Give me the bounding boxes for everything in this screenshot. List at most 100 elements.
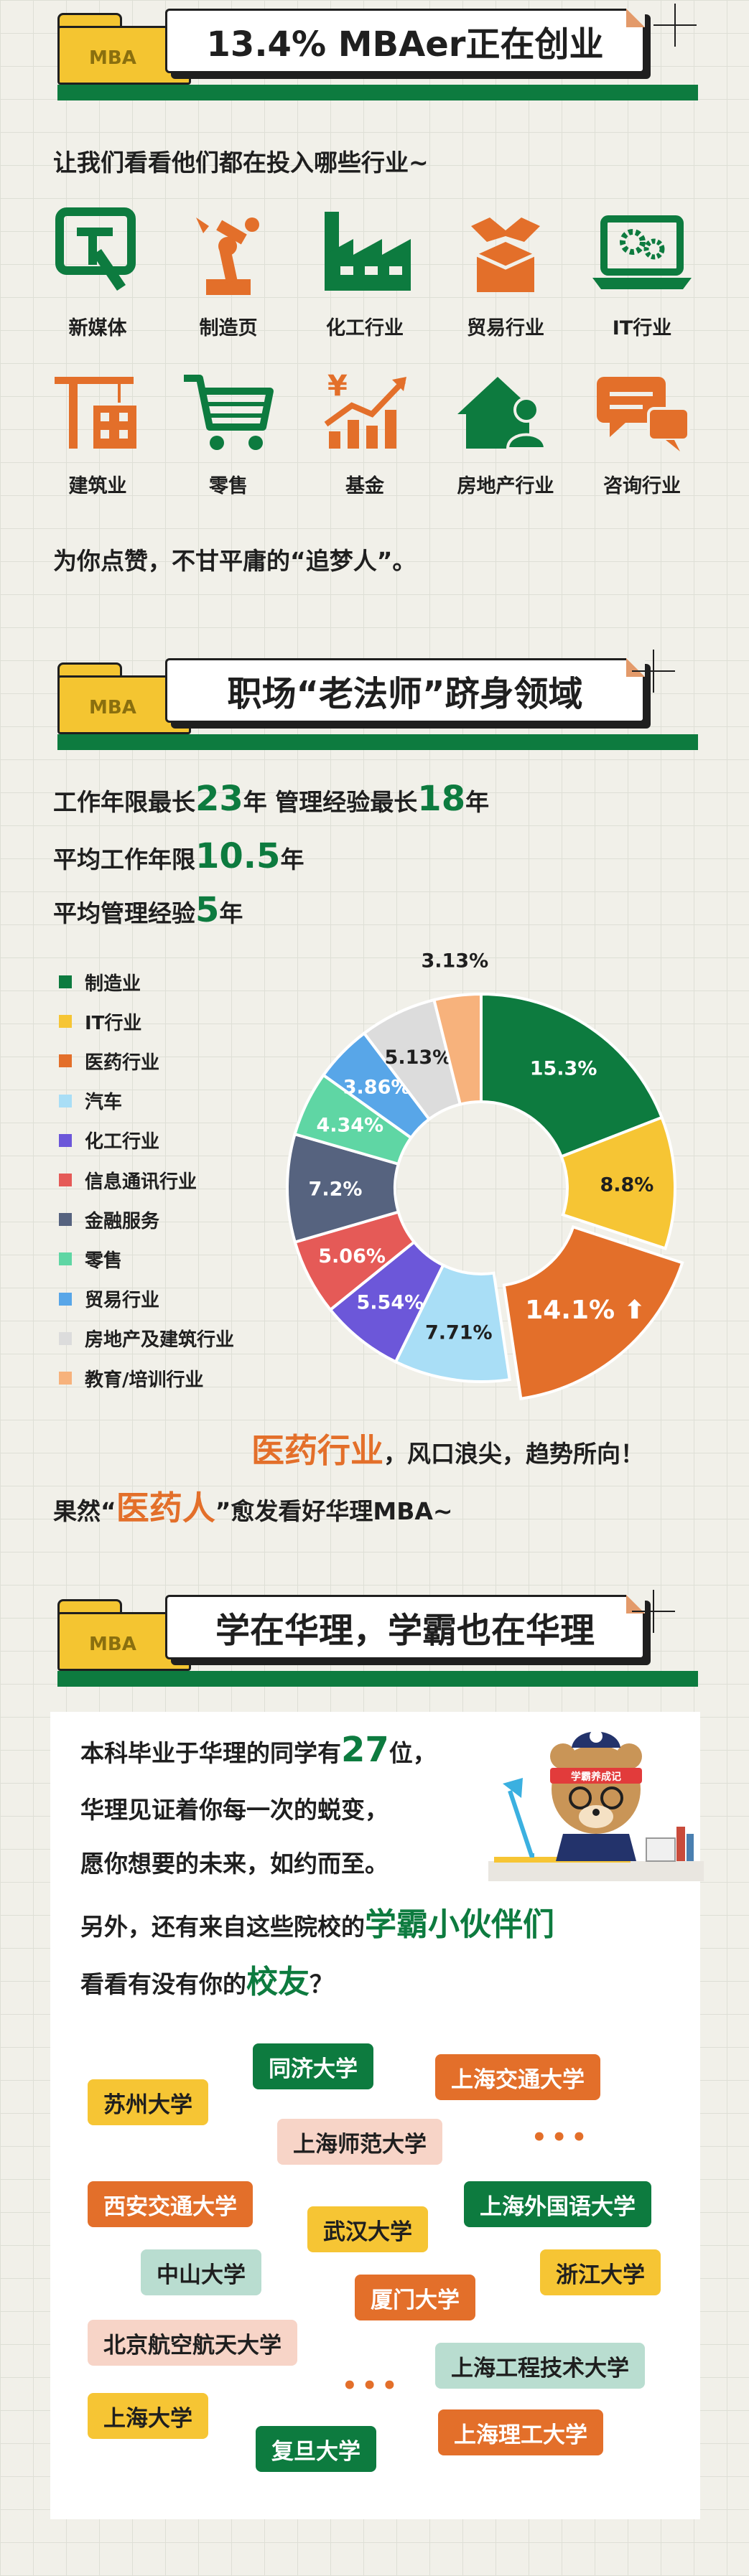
school-tag: 上海交通大学 xyxy=(435,2054,600,2100)
school-tag: 上海大学 xyxy=(88,2393,208,2439)
legend-swatch xyxy=(59,1015,72,1029)
legend-label: 零售 xyxy=(85,1250,123,1272)
legend-swatch xyxy=(59,975,72,988)
pie-slice xyxy=(502,1224,684,1401)
section-title: 职场“老法师”跻身领域 xyxy=(165,658,645,723)
yen-chart-icon: ¥ xyxy=(324,370,406,449)
school-tag: 浙江大学 xyxy=(540,2249,661,2295)
crosshair-decoration xyxy=(653,4,697,47)
legend-item: 零售 xyxy=(59,1248,123,1272)
legend-item: 教育/培训行业 xyxy=(59,1367,204,1391)
school-tag: 中山大学 xyxy=(141,2249,261,2295)
crosshair-decoration xyxy=(632,650,675,693)
legend-item: 化工行业 xyxy=(59,1130,160,1153)
section-header-startup: MBA 13.4% MBAer正在创业 xyxy=(57,0,698,100)
legend-label: 制造业 xyxy=(85,973,141,995)
legend-swatch xyxy=(59,1372,72,1385)
pie-data-label: 15.3% xyxy=(530,1057,597,1079)
house-person-icon xyxy=(457,377,547,450)
legend-swatch xyxy=(59,1292,72,1306)
pie-data-label: 14.1% ⬆ xyxy=(525,1296,646,1325)
medical-note: 医药行业，风口浪尖，趋势所向！ xyxy=(251,1431,644,1470)
legend-label: 信息通讯行业 xyxy=(85,1171,197,1193)
legend-label: 房地产及建筑行业 xyxy=(85,1329,235,1352)
section-header-alumni: MBA 学在华理，学霸也在华理 xyxy=(57,1586,698,1687)
legend-label: 贸易行业 xyxy=(85,1290,160,1312)
school-tag: 上海理工大学 xyxy=(438,2409,603,2455)
stat-line-avg-work: 平均工作年限10.5年 xyxy=(53,836,304,876)
chat-bubbles-icon xyxy=(597,377,690,451)
more-schools-ellipsis: ••• xyxy=(342,2371,402,2400)
legend-item: IT行业 xyxy=(59,1011,141,1034)
industry-fund: ¥ 基金 xyxy=(307,362,422,499)
school-tag: 北京航空航天大学 xyxy=(88,2320,297,2366)
factory-icon xyxy=(325,212,411,291)
legend-item: 房地产及建筑行业 xyxy=(59,1328,235,1352)
svg-text:学霸养成记: 学霸养成记 xyxy=(571,1771,621,1783)
crosshair-decoration xyxy=(632,1590,675,1633)
industry-it: IT行业 xyxy=(585,205,699,341)
pie-slice xyxy=(559,1115,676,1250)
crane-building-icon xyxy=(55,377,136,449)
industry-consulting: 咨询行业 xyxy=(585,362,699,499)
legend-item: 贸易行业 xyxy=(59,1288,160,1312)
school-tag: 厦门大学 xyxy=(355,2275,475,2320)
industry-new-media: 新媒体 xyxy=(40,205,155,341)
industry-chemical: 化工行业 xyxy=(307,205,422,341)
school-tag: 上海工程技术大学 xyxy=(435,2343,645,2389)
pie-data-label: 5.13% xyxy=(385,1046,452,1069)
legend-swatch xyxy=(59,1213,72,1227)
school-tag: 上海外国语大学 xyxy=(464,2181,651,2227)
more-schools-ellipsis: ••• xyxy=(531,2123,592,2152)
legend-swatch xyxy=(59,1133,72,1147)
legend-item: 金融服务 xyxy=(59,1209,160,1232)
school-tag: 武汉大学 xyxy=(307,2206,428,2252)
pie-slice xyxy=(432,992,483,1107)
legend-swatch xyxy=(59,1094,72,1107)
legend-item: 医药行业 xyxy=(59,1050,160,1074)
robot-arm-icon xyxy=(196,217,259,295)
laptop-gears-icon xyxy=(592,215,692,289)
legend-label: 化工行业 xyxy=(85,1131,160,1153)
legend-label: 教育/培训行业 xyxy=(85,1369,204,1391)
header-bar xyxy=(57,85,698,100)
alumni-line3: 愿你想要的未来，如约而至。 xyxy=(80,1850,389,1878)
startup-intro: 让我们看看他们都在投入哪些行业~ xyxy=(53,149,429,177)
school-tag: 苏州大学 xyxy=(88,2079,208,2125)
handshake-box-icon xyxy=(471,217,540,292)
mascot-headband xyxy=(550,1768,642,1784)
header-bar xyxy=(57,1671,698,1687)
medical-result: 果然“医药人”愈发看好华理MBA~ xyxy=(53,1489,453,1527)
section-title: 13.4% MBAer正在创业 xyxy=(165,9,645,73)
school-tag: 同济大学 xyxy=(253,2043,373,2089)
legend-label: 汽车 xyxy=(85,1092,123,1114)
svg-text:¥: ¥ xyxy=(327,370,348,403)
legend-item: 汽车 xyxy=(59,1090,123,1114)
bear-mascot-illustration: 学霸养成记 xyxy=(488,1730,704,1881)
school-tag: 西安交通大学 xyxy=(88,2181,253,2227)
school-tag: 复旦大学 xyxy=(256,2426,376,2472)
pie-data-label: 3.13% xyxy=(421,950,488,972)
new-media-icon xyxy=(55,207,136,291)
industry-manufacturing: 制造页 xyxy=(171,205,286,341)
legend-label: 金融服务 xyxy=(85,1210,160,1232)
header-bar xyxy=(57,734,698,750)
alumni-line2: 华理见证着你每一次的蜕变， xyxy=(80,1796,389,1824)
shopping-cart-icon xyxy=(184,375,274,450)
pie-slice xyxy=(480,992,664,1159)
legend-label: 医药行业 xyxy=(85,1052,160,1074)
legend-swatch xyxy=(59,1252,72,1266)
school-tag: 上海师范大学 xyxy=(277,2119,442,2165)
industry-donut-chart: 15.3% 8.8% 14.1% ⬆ 7.71%5.54% 5.06% 7.2% 4.34%… xyxy=(286,950,684,1401)
industry-retail: 零售 xyxy=(171,362,286,499)
pie-data-label: 5.54% xyxy=(357,1292,424,1314)
section-header-veterans: MBA 职场“老法师”跻身领域 xyxy=(57,650,698,750)
industry-trade: 贸易行业 xyxy=(448,205,563,341)
legend-item: 制造业 xyxy=(59,971,141,995)
alumni-line5: 看看有没有你的校友？ xyxy=(80,1964,333,2000)
pie-data-label: 5.06% xyxy=(318,1245,386,1268)
pie-data-label: 4.34% xyxy=(316,1115,383,1137)
startup-closing: 为你点赞，不甘平庸的“追梦人”。 xyxy=(53,547,417,575)
mba-folder-icon: MBA xyxy=(57,662,191,734)
alumni-line1: 本科毕业于华理的同学有27位， xyxy=(80,1730,437,1770)
